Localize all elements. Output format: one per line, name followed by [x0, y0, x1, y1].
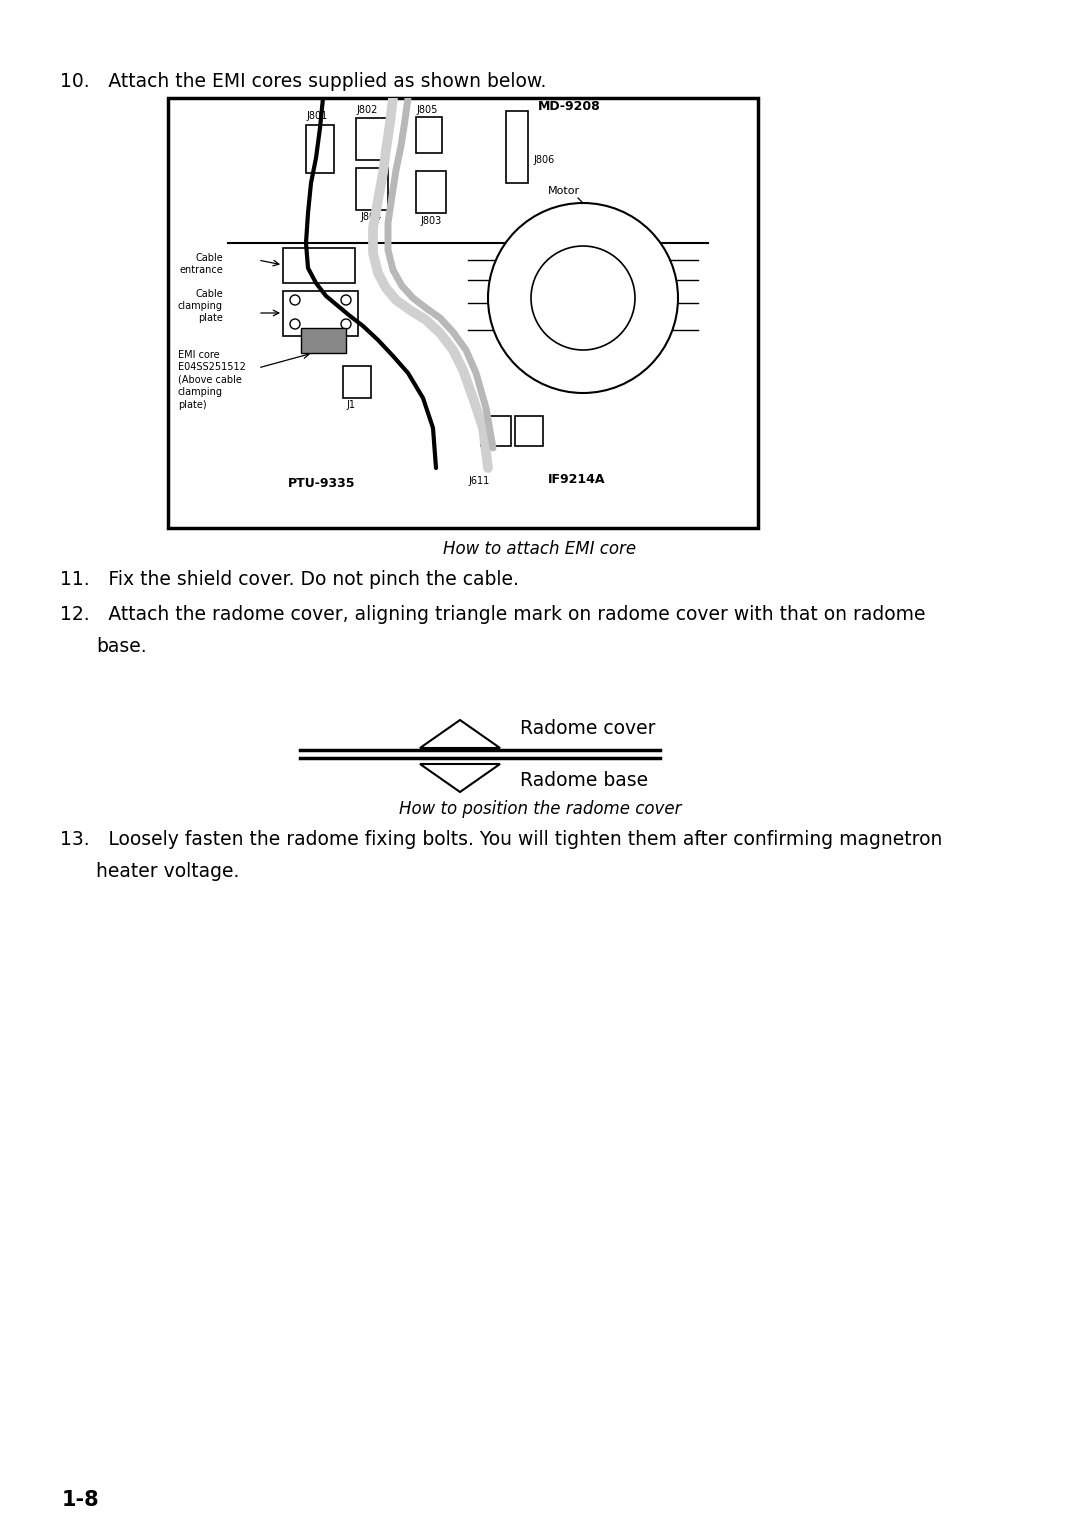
Bar: [416, 171, 446, 212]
Text: heater voltage.: heater voltage.: [96, 862, 240, 882]
Bar: [283, 248, 355, 283]
Text: J803: J803: [420, 215, 442, 226]
Bar: [356, 118, 388, 160]
Circle shape: [291, 295, 300, 306]
Bar: [515, 416, 543, 446]
Bar: [343, 367, 372, 397]
Bar: [507, 112, 528, 183]
Text: Cable
entrance: Cable entrance: [179, 254, 222, 275]
Circle shape: [341, 319, 351, 329]
Text: 13. Loosely fasten the radome fixing bolts. You will tighten them after confirmi: 13. Loosely fasten the radome fixing bol…: [60, 830, 943, 850]
Text: 1-8: 1-8: [62, 1490, 99, 1510]
Text: IF9214A: IF9214A: [548, 474, 606, 486]
Circle shape: [488, 203, 678, 393]
Text: Radome cover: Radome cover: [519, 718, 656, 738]
Bar: [301, 329, 346, 353]
Text: J805: J805: [416, 105, 437, 115]
Text: How to attach EMI core: How to attach EMI core: [444, 539, 636, 558]
Text: Radome base: Radome base: [519, 770, 648, 790]
Bar: [168, 98, 758, 529]
Circle shape: [531, 246, 635, 350]
Text: J806: J806: [534, 154, 554, 165]
Circle shape: [341, 295, 351, 306]
Bar: [481, 416, 511, 446]
Text: EMI core
E04SS251512
(Above cable
clamping
plate): EMI core E04SS251512 (Above cable clampi…: [178, 350, 246, 410]
Bar: [283, 290, 357, 336]
Bar: [356, 168, 388, 209]
Text: How to position the radome cover: How to position the radome cover: [399, 801, 681, 817]
Text: Motor: Motor: [548, 186, 580, 196]
Text: J804: J804: [360, 212, 381, 222]
Bar: [306, 125, 334, 173]
Text: Cable
clamping
plate: Cable clamping plate: [178, 289, 222, 324]
Text: J802: J802: [356, 105, 377, 115]
Text: PTU-9335: PTU-9335: [288, 477, 355, 490]
Text: 10. Attach the EMI cores supplied as shown below.: 10. Attach the EMI cores supplied as sho…: [60, 72, 546, 92]
Text: J801: J801: [306, 112, 327, 121]
Bar: [416, 118, 442, 153]
Text: J1: J1: [346, 400, 355, 410]
Text: MD-9208: MD-9208: [538, 99, 600, 113]
Text: 11. Fix the shield cover. Do not pinch the cable.: 11. Fix the shield cover. Do not pinch t…: [60, 570, 518, 588]
Text: J613: J613: [516, 426, 537, 435]
Text: 12. Attach the radome cover, aligning triangle mark on radome cover with that on: 12. Attach the radome cover, aligning tr…: [60, 605, 926, 623]
Circle shape: [291, 319, 300, 329]
Text: J611: J611: [468, 477, 489, 486]
Text: base.: base.: [96, 637, 147, 656]
